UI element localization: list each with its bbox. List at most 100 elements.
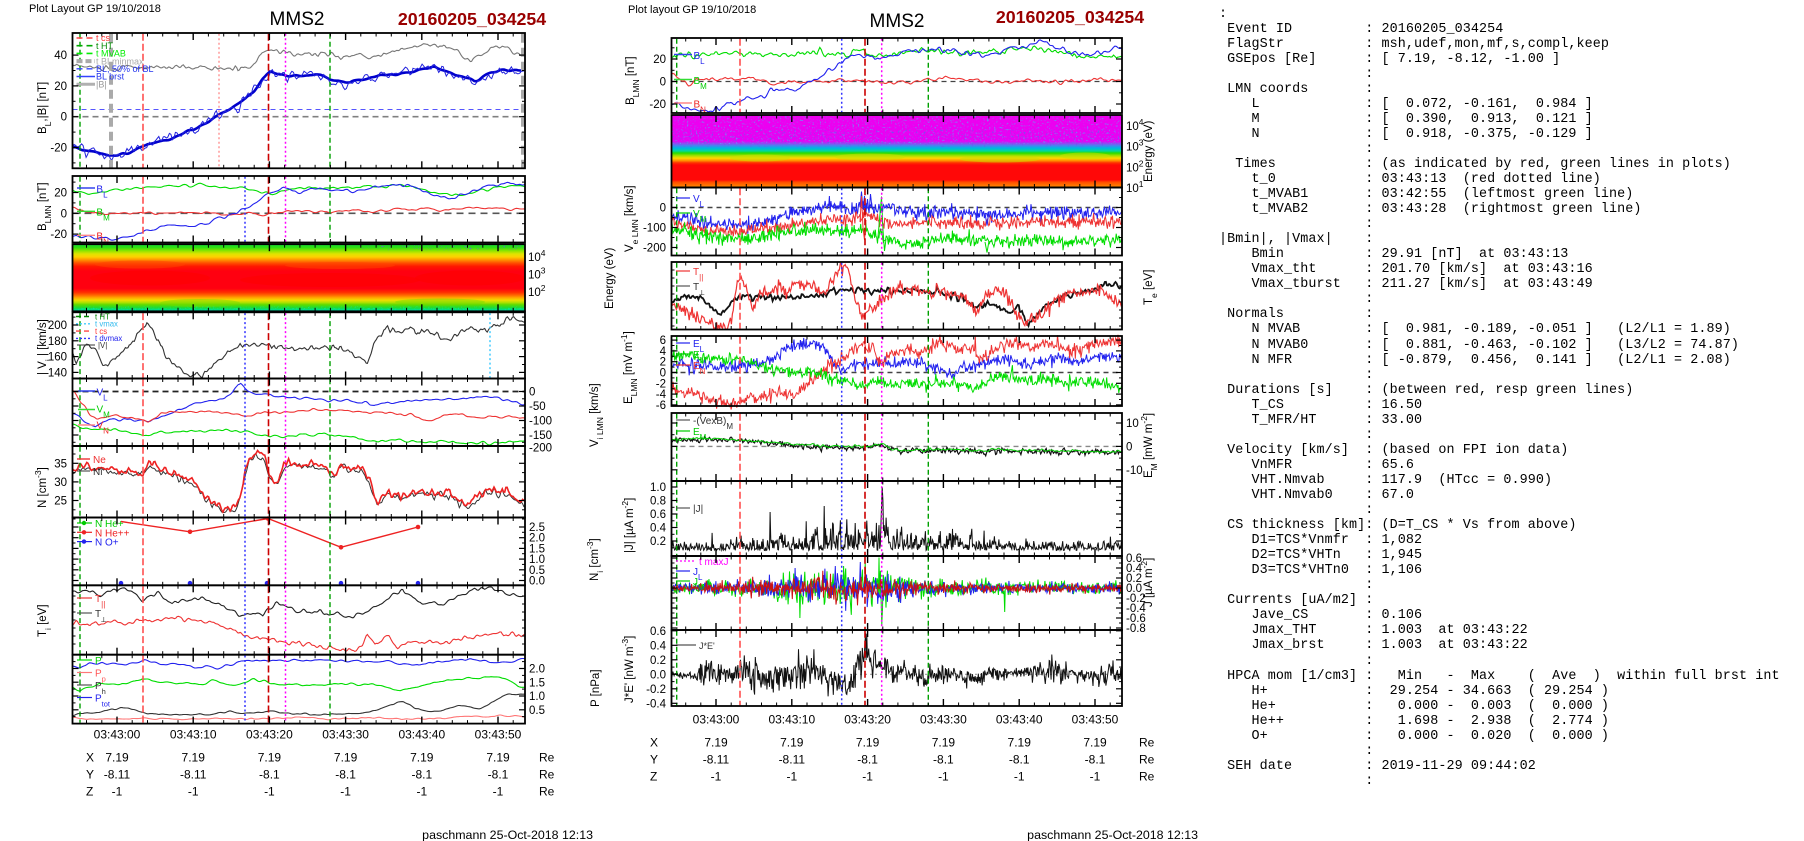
svg-text:03:43:30: 03:43:30 bbox=[322, 728, 369, 742]
svg-text:160: 160 bbox=[48, 352, 67, 364]
svg-text:P [nPa]: P [nPa] bbox=[590, 669, 602, 707]
svg-text:4: 4 bbox=[660, 346, 667, 358]
svg-text:Plot Layout GP 19/10/2018: Plot Layout GP 19/10/2018 bbox=[29, 3, 161, 15]
svg-text:-2: -2 bbox=[656, 378, 666, 390]
svg-text:MMS2: MMS2 bbox=[870, 11, 925, 32]
svg-text:20: 20 bbox=[653, 54, 666, 66]
svg-text:Plot layout GP 19/10/2018: Plot layout GP 19/10/2018 bbox=[628, 4, 756, 16]
svg-text:-8.11: -8.11 bbox=[703, 753, 730, 767]
svg-text:BL: BL bbox=[96, 184, 108, 199]
svg-text:Z: Z bbox=[650, 770, 657, 784]
svg-text:2.0: 2.0 bbox=[529, 664, 545, 676]
svg-text:|J|: |J| bbox=[693, 504, 703, 515]
svg-text:VL: VL bbox=[97, 387, 109, 402]
svg-text:Z: Z bbox=[86, 785, 93, 799]
svg-text:Re: Re bbox=[539, 751, 555, 765]
svg-text:7.19: 7.19 bbox=[1008, 736, 1032, 750]
svg-text:0.0: 0.0 bbox=[650, 669, 666, 681]
svg-text:-1: -1 bbox=[416, 785, 427, 799]
svg-text:t dvmax: t dvmax bbox=[95, 334, 122, 343]
svg-text:-0.8: -0.8 bbox=[1126, 623, 1146, 635]
svg-text:-1: -1 bbox=[1090, 770, 1101, 784]
svg-text:7.19: 7.19 bbox=[704, 736, 728, 750]
svg-text:Energy (eV): Energy (eV) bbox=[1143, 120, 1155, 182]
svg-text:0: 0 bbox=[529, 387, 535, 399]
svg-text:-8.1: -8.1 bbox=[488, 768, 509, 782]
svg-text:0.8: 0.8 bbox=[650, 496, 666, 508]
svg-text:Re: Re bbox=[539, 768, 555, 782]
svg-text:7.19: 7.19 bbox=[410, 751, 434, 765]
svg-text:1.0: 1.0 bbox=[650, 482, 666, 494]
svg-text:-8.1: -8.1 bbox=[1085, 753, 1106, 767]
svg-text:t HT: t HT bbox=[96, 41, 114, 51]
svg-text:0.2: 0.2 bbox=[1126, 573, 1142, 585]
svg-text:7.19: 7.19 bbox=[932, 736, 956, 750]
svg-text:T||: T|| bbox=[693, 267, 703, 282]
svg-text:03:43:50: 03:43:50 bbox=[1072, 713, 1119, 727]
svg-text:T||: T|| bbox=[95, 594, 105, 609]
svg-text:1.0: 1.0 bbox=[529, 554, 545, 566]
svg-text:03:43:40: 03:43:40 bbox=[996, 713, 1043, 727]
svg-text:03:43:10: 03:43:10 bbox=[768, 713, 815, 727]
svg-text:2: 2 bbox=[660, 357, 666, 369]
svg-text:6: 6 bbox=[660, 335, 666, 347]
svg-text:-1: -1 bbox=[264, 785, 275, 799]
svg-text:-10: -10 bbox=[1126, 465, 1143, 477]
svg-text:-8.1: -8.1 bbox=[335, 768, 356, 782]
svg-text:X: X bbox=[86, 751, 94, 765]
svg-text:7.19: 7.19 bbox=[780, 736, 804, 750]
svg-text:20: 20 bbox=[54, 188, 67, 200]
svg-text:-1: -1 bbox=[493, 785, 504, 799]
svg-text:EM [mW m-2]: EM [mW m-2] bbox=[1139, 413, 1159, 478]
svg-text:BL, 50% of BL: BL, 50% of BL bbox=[96, 64, 154, 74]
svg-text:0.4: 0.4 bbox=[650, 523, 667, 535]
svg-text:-8.11: -8.11 bbox=[104, 768, 131, 782]
svg-text:Ne: Ne bbox=[93, 455, 106, 466]
svg-text:7.19: 7.19 bbox=[105, 751, 129, 765]
svg-text:20160205_034254: 20160205_034254 bbox=[398, 9, 546, 29]
svg-text:|B|: |B| bbox=[96, 79, 107, 89]
svg-text:0.6: 0.6 bbox=[650, 626, 666, 638]
svg-text:t BLminmax: t BLminmax bbox=[96, 56, 144, 66]
svg-text:200: 200 bbox=[48, 320, 67, 332]
svg-text:0.5: 0.5 bbox=[529, 565, 545, 577]
svg-text:-8.11: -8.11 bbox=[779, 753, 806, 767]
svg-text:MMS2: MMS2 bbox=[270, 9, 325, 30]
svg-text:20160205_034254: 20160205_034254 bbox=[996, 7, 1144, 27]
svg-text:0: 0 bbox=[61, 112, 67, 124]
svg-text:-1: -1 bbox=[188, 785, 199, 799]
svg-text:-0.2: -0.2 bbox=[1126, 593, 1146, 605]
svg-text:-20: -20 bbox=[50, 229, 67, 241]
svg-text:-8.1: -8.1 bbox=[259, 768, 280, 782]
svg-text:Re: Re bbox=[1139, 770, 1155, 784]
svg-text:1.5: 1.5 bbox=[529, 677, 545, 689]
svg-text:0: 0 bbox=[660, 368, 666, 380]
svg-text:7.19: 7.19 bbox=[1083, 736, 1107, 750]
svg-text:-0.6: -0.6 bbox=[1126, 613, 1146, 625]
svg-text:t maxJ: t maxJ bbox=[699, 557, 728, 568]
svg-text:t cs: t cs bbox=[95, 327, 107, 336]
svg-text:-1: -1 bbox=[711, 770, 722, 784]
svg-text:2.5: 2.5 bbox=[529, 522, 545, 534]
svg-text:0.2: 0.2 bbox=[650, 536, 666, 548]
svg-text:0: 0 bbox=[61, 208, 67, 220]
svg-text:7.19: 7.19 bbox=[856, 736, 880, 750]
svg-text:Ni: Ni bbox=[93, 467, 102, 478]
svg-text:-1: -1 bbox=[786, 770, 797, 784]
svg-text:-1: -1 bbox=[938, 770, 949, 784]
svg-text:0.0: 0.0 bbox=[1126, 583, 1142, 595]
svg-text:Re: Re bbox=[539, 785, 555, 799]
svg-text:0.0: 0.0 bbox=[529, 576, 545, 588]
svg-text:7.19: 7.19 bbox=[182, 751, 206, 765]
svg-text:-8.1: -8.1 bbox=[1009, 753, 1030, 767]
svg-text:t HT: t HT bbox=[95, 312, 110, 321]
svg-text:Ph: Ph bbox=[95, 681, 106, 696]
svg-text:J [µA m-2]: J [µA m-2] bbox=[1139, 558, 1155, 607]
svg-text:0.6: 0.6 bbox=[1126, 553, 1142, 565]
svg-text:03:43:10: 03:43:10 bbox=[170, 728, 217, 742]
svg-text:03:43:20: 03:43:20 bbox=[246, 728, 293, 742]
svg-text:0: 0 bbox=[1126, 441, 1132, 453]
svg-text:7.19: 7.19 bbox=[258, 751, 282, 765]
svg-text:t MVAB: t MVAB bbox=[96, 49, 126, 59]
svg-text:35: 35 bbox=[54, 458, 67, 470]
